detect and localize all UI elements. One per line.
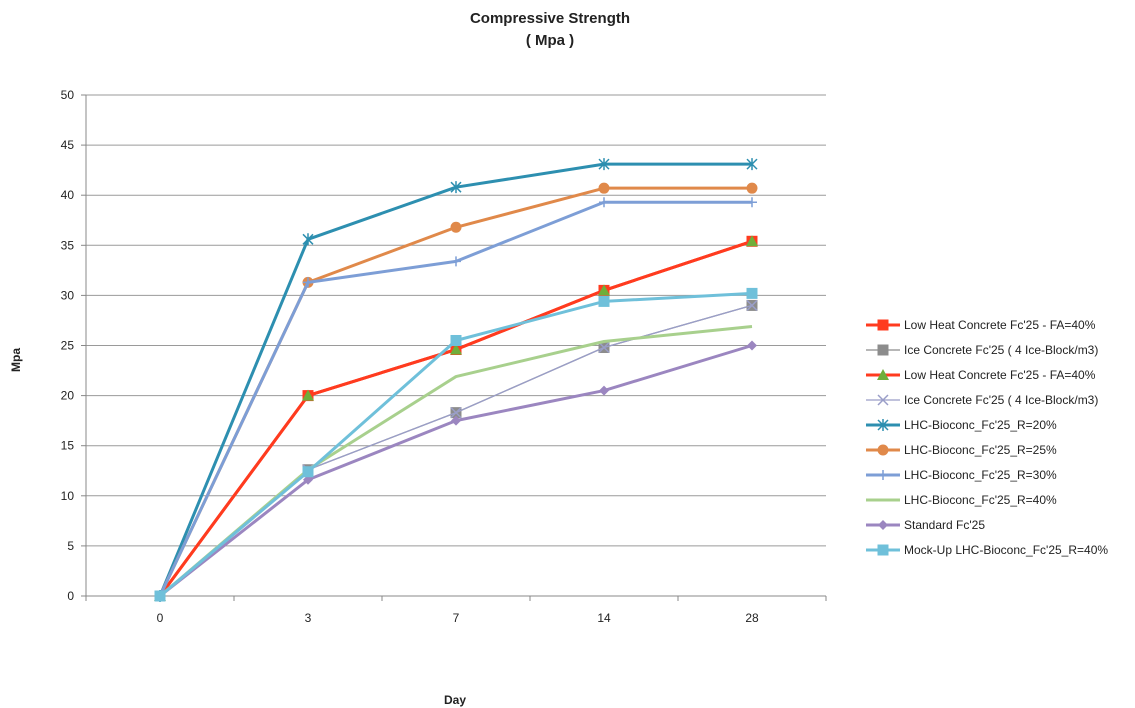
data-point bbox=[154, 590, 166, 602]
data-point bbox=[877, 319, 889, 331]
data-point bbox=[747, 340, 757, 351]
data-point bbox=[450, 334, 462, 346]
y-tick-label: 45 bbox=[61, 138, 75, 152]
data-point bbox=[450, 407, 462, 419]
data-point bbox=[450, 221, 462, 233]
y-tick-label: 0 bbox=[67, 589, 74, 603]
data-point bbox=[598, 284, 610, 296]
plot-area: 0 5 10 15 20 25 30 35 40 45 50 0 3 7 14 28 bbox=[61, 88, 827, 625]
data-point bbox=[450, 343, 462, 355]
data-point bbox=[302, 233, 314, 246]
data-point bbox=[599, 385, 609, 396]
legend-item: Mock-Up LHC-Bioconc_Fc'25_R=40% bbox=[866, 543, 1108, 557]
data-point bbox=[877, 369, 889, 380]
y-axis-label: Mpa bbox=[9, 348, 23, 372]
series-line bbox=[158, 186, 752, 597]
legend-item: LHC-Bioconc_Fc'25_R=30% bbox=[866, 468, 1057, 482]
series-7 bbox=[159, 324, 753, 598]
x-tick-label: 0 bbox=[157, 611, 164, 625]
data-point bbox=[746, 299, 758, 311]
legend-item: Standard Fc'25 bbox=[866, 518, 985, 532]
data-point bbox=[599, 197, 609, 208]
x-tick-label: 14 bbox=[597, 611, 611, 625]
legend-item: Low Heat Concrete Fc'25 - FA=40% bbox=[866, 318, 1096, 332]
legend-item: Low Heat Concrete Fc'25 - FA=40% bbox=[866, 368, 1096, 382]
data-point bbox=[302, 466, 314, 478]
legend-label: LHC-Bioconc_Fc'25_R=20% bbox=[904, 418, 1057, 432]
legend-label: LHC-Bioconc_Fc'25_R=40% bbox=[904, 493, 1057, 507]
series-6 bbox=[155, 197, 757, 601]
legend-label: LHC-Bioconc_Fc'25_R=25% bbox=[904, 443, 1057, 457]
data-point bbox=[878, 470, 888, 480]
data-point bbox=[877, 419, 889, 431]
data-point bbox=[877, 344, 889, 356]
legend-label: Mock-Up LHC-Bioconc_Fc'25_R=40% bbox=[904, 543, 1108, 557]
data-point bbox=[747, 197, 757, 208]
series-line bbox=[159, 324, 753, 598]
y-tick-label: 35 bbox=[61, 238, 75, 252]
data-point bbox=[746, 235, 758, 247]
data-point bbox=[302, 389, 314, 401]
data-point bbox=[598, 341, 610, 354]
legend-item: LHC-Bioconc_Fc'25_R=25% bbox=[866, 443, 1057, 457]
x-axis-label: Day bbox=[444, 693, 466, 707]
series-8 bbox=[155, 340, 757, 601]
y-tick-label: 5 bbox=[67, 539, 74, 553]
data-point bbox=[598, 295, 610, 307]
y-tick-label: 30 bbox=[61, 288, 75, 302]
legend-label: Ice Concrete Fc'25 ( 4 Ice-Block/m3) bbox=[904, 343, 1098, 357]
chart-title: Compressive Strength bbox=[470, 10, 630, 27]
data-point bbox=[746, 182, 758, 194]
data-point bbox=[451, 415, 461, 426]
data-point bbox=[877, 444, 889, 456]
data-point bbox=[451, 256, 461, 267]
x-tick-label: 3 bbox=[305, 611, 312, 625]
data-point bbox=[598, 158, 610, 171]
legend-item: LHC-Bioconc_Fc'25_R=20% bbox=[866, 418, 1057, 432]
legend-label: Standard Fc'25 bbox=[904, 518, 985, 532]
legend: Low Heat Concrete Fc'25 - FA=40% Ice Conc… bbox=[866, 318, 1108, 557]
data-point bbox=[450, 181, 462, 194]
y-tick-label: 50 bbox=[61, 88, 75, 102]
y-tick-label: 15 bbox=[61, 439, 75, 453]
data-point bbox=[746, 158, 758, 171]
data-point bbox=[878, 520, 888, 530]
data-point bbox=[877, 394, 889, 406]
series-9 bbox=[154, 287, 758, 602]
legend-item: Ice Concrete Fc'25 ( 4 Ice-Block/m3) bbox=[866, 343, 1098, 357]
data-point bbox=[303, 474, 313, 485]
legend-label: LHC-Bioconc_Fc'25_R=30% bbox=[904, 468, 1057, 482]
data-point bbox=[746, 287, 758, 299]
y-tick-label: 10 bbox=[61, 489, 75, 503]
legend-item: LHC-Bioconc_Fc'25_R=40% bbox=[866, 493, 1057, 507]
legend-label: Low Heat Concrete Fc'25 - FA=40% bbox=[904, 368, 1096, 382]
data-point bbox=[303, 277, 313, 288]
data-point bbox=[598, 182, 610, 194]
y-tick-label: 25 bbox=[61, 339, 75, 353]
legend-label: Ice Concrete Fc'25 ( 4 Ice-Block/m3) bbox=[904, 393, 1098, 407]
y-tick-label: 20 bbox=[61, 389, 75, 403]
x-tick-label: 7 bbox=[453, 611, 460, 625]
legend-label: Low Heat Concrete Fc'25 - FA=40% bbox=[904, 318, 1096, 332]
chart-subtitle: ( Mpa ) bbox=[526, 32, 574, 49]
legend-item: Ice Concrete Fc'25 ( 4 Ice-Block/m3) bbox=[866, 393, 1098, 407]
y-tick-label: 40 bbox=[61, 188, 75, 202]
data-point bbox=[877, 544, 889, 556]
x-tick-label: 28 bbox=[745, 611, 759, 625]
